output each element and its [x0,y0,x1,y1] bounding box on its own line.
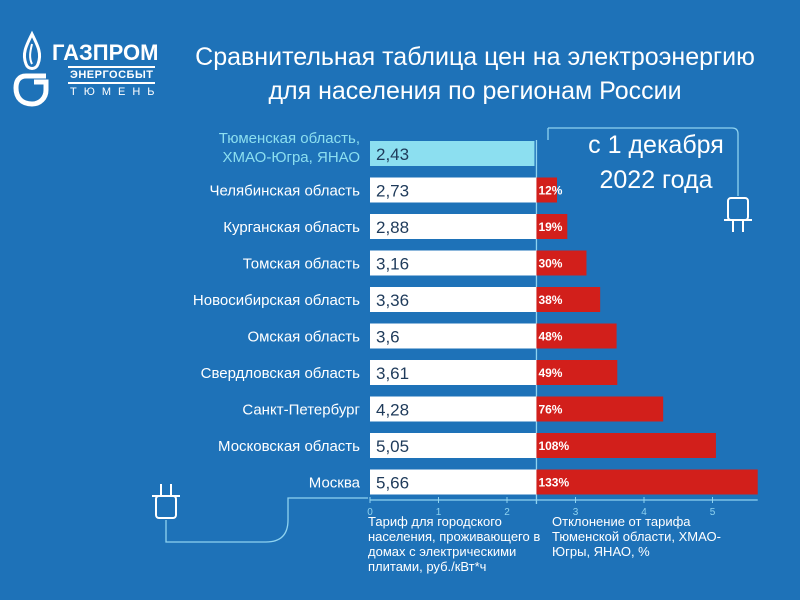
deviation-bar [536,214,568,239]
title-line-1: Сравнительная таблица цен на электроэнер… [195,43,755,71]
category-label: Тюменская область, ХМАО-Югра, ЯНАО [219,130,360,166]
deviation-bar [536,469,758,495]
category-label: Новосибирская область [193,292,360,309]
deviation-label: 12% [538,184,562,198]
page-title: Сравнительная таблица цен на электроэнер… [180,40,770,108]
value-label: 3,61 [376,364,409,383]
x-tick-label: 0 [367,507,373,518]
plug-icon [724,197,752,232]
logo-subtitle: ЭНЕРГОСБЫТ [68,66,156,84]
category-label: Свердловская область [201,365,361,382]
value-bar [370,141,535,166]
value-label: 2,73 [376,182,409,201]
chart-decoration [152,127,752,543]
flame-icon [13,30,49,107]
deviation-bar [536,360,618,385]
x-tick-label: 5 [710,507,716,518]
wire-line [165,497,368,543]
value-label: 3,36 [376,291,409,310]
date-note-line-2: 2022 года [599,166,713,194]
plug-body [727,197,749,221]
x-tick-label: 1 [436,507,442,518]
logo: ГАЗПРОМ ЭНЕРГОСБЫТ ТЮМЕНЬ [12,30,162,110]
logo-brand: ГАЗПРОМ [52,40,159,65]
date-note: с 1 декабря 2022 года [562,128,750,198]
value-bar [370,177,537,203]
logo-city: ТЮМЕНЬ [70,86,162,98]
value-label: 5,05 [376,437,409,456]
value-bar [370,287,537,312]
category-label: Московская область [218,438,360,455]
category-label: Москва [309,475,361,492]
footnote-tariff: Тариф для городского населения, проживаю… [368,514,541,574]
title-line-2: для населения по регионам России [268,77,682,105]
value-label: 4,28 [376,401,409,420]
value-label: 5,66 [376,474,409,493]
bracket-line [547,127,739,196]
deviation-label: 30% [538,257,562,271]
deviation-label: 19% [538,220,562,234]
value-bar [370,433,537,458]
deviation-label: 49% [538,366,562,380]
category-label-line: Тюменская область, [219,130,360,147]
deviation-bar [536,250,587,276]
category-label: Томская область [243,256,360,273]
value-bar [370,250,537,276]
plug-icon [152,484,180,519]
deviation-label: 38% [538,293,562,307]
value-bar [370,360,537,385]
category-label: Санкт-Петербург [242,402,360,419]
footnote-deviation: Отклонение от тарифа Тюменской области, … [552,514,721,559]
deviation-label: 76% [538,403,562,417]
deviation-bar [536,177,558,203]
value-bar [370,214,537,239]
category-label: Омская область [247,329,360,346]
date-note-line-1: с 1 декабря [588,131,724,159]
plug-prongs [724,219,752,232]
category-label-line: ХМАО-Югра, ЯНАО [223,149,361,166]
category-label: Курганская область [223,219,360,236]
plug-prongs [152,484,180,497]
value-label: 3,6 [376,328,400,347]
value-label: 2,43 [376,145,409,164]
deviation-label: 133% [538,476,569,490]
deviation-bar [536,287,601,312]
bars-group: Тюменская область, ХМАО-Югра, ЯНАО 2,43 Чел… [193,130,758,495]
value-bar [370,323,537,349]
category-label: Челябинская область [209,183,360,200]
deviation-bar [536,396,664,422]
deviation-label: 48% [538,330,562,344]
x-tick-label: 2 [504,507,510,518]
value-bar [370,396,537,422]
value-label: 2,88 [376,218,409,237]
deviation-bar [536,433,716,458]
value-label: 3,16 [376,255,409,274]
x-tick-label: 3 [573,507,579,518]
deviation-bar [536,323,617,349]
x-tick-label: 4 [641,507,647,518]
value-bar [370,469,537,495]
deviation-label: 108% [538,439,569,453]
plug-body [155,495,177,519]
